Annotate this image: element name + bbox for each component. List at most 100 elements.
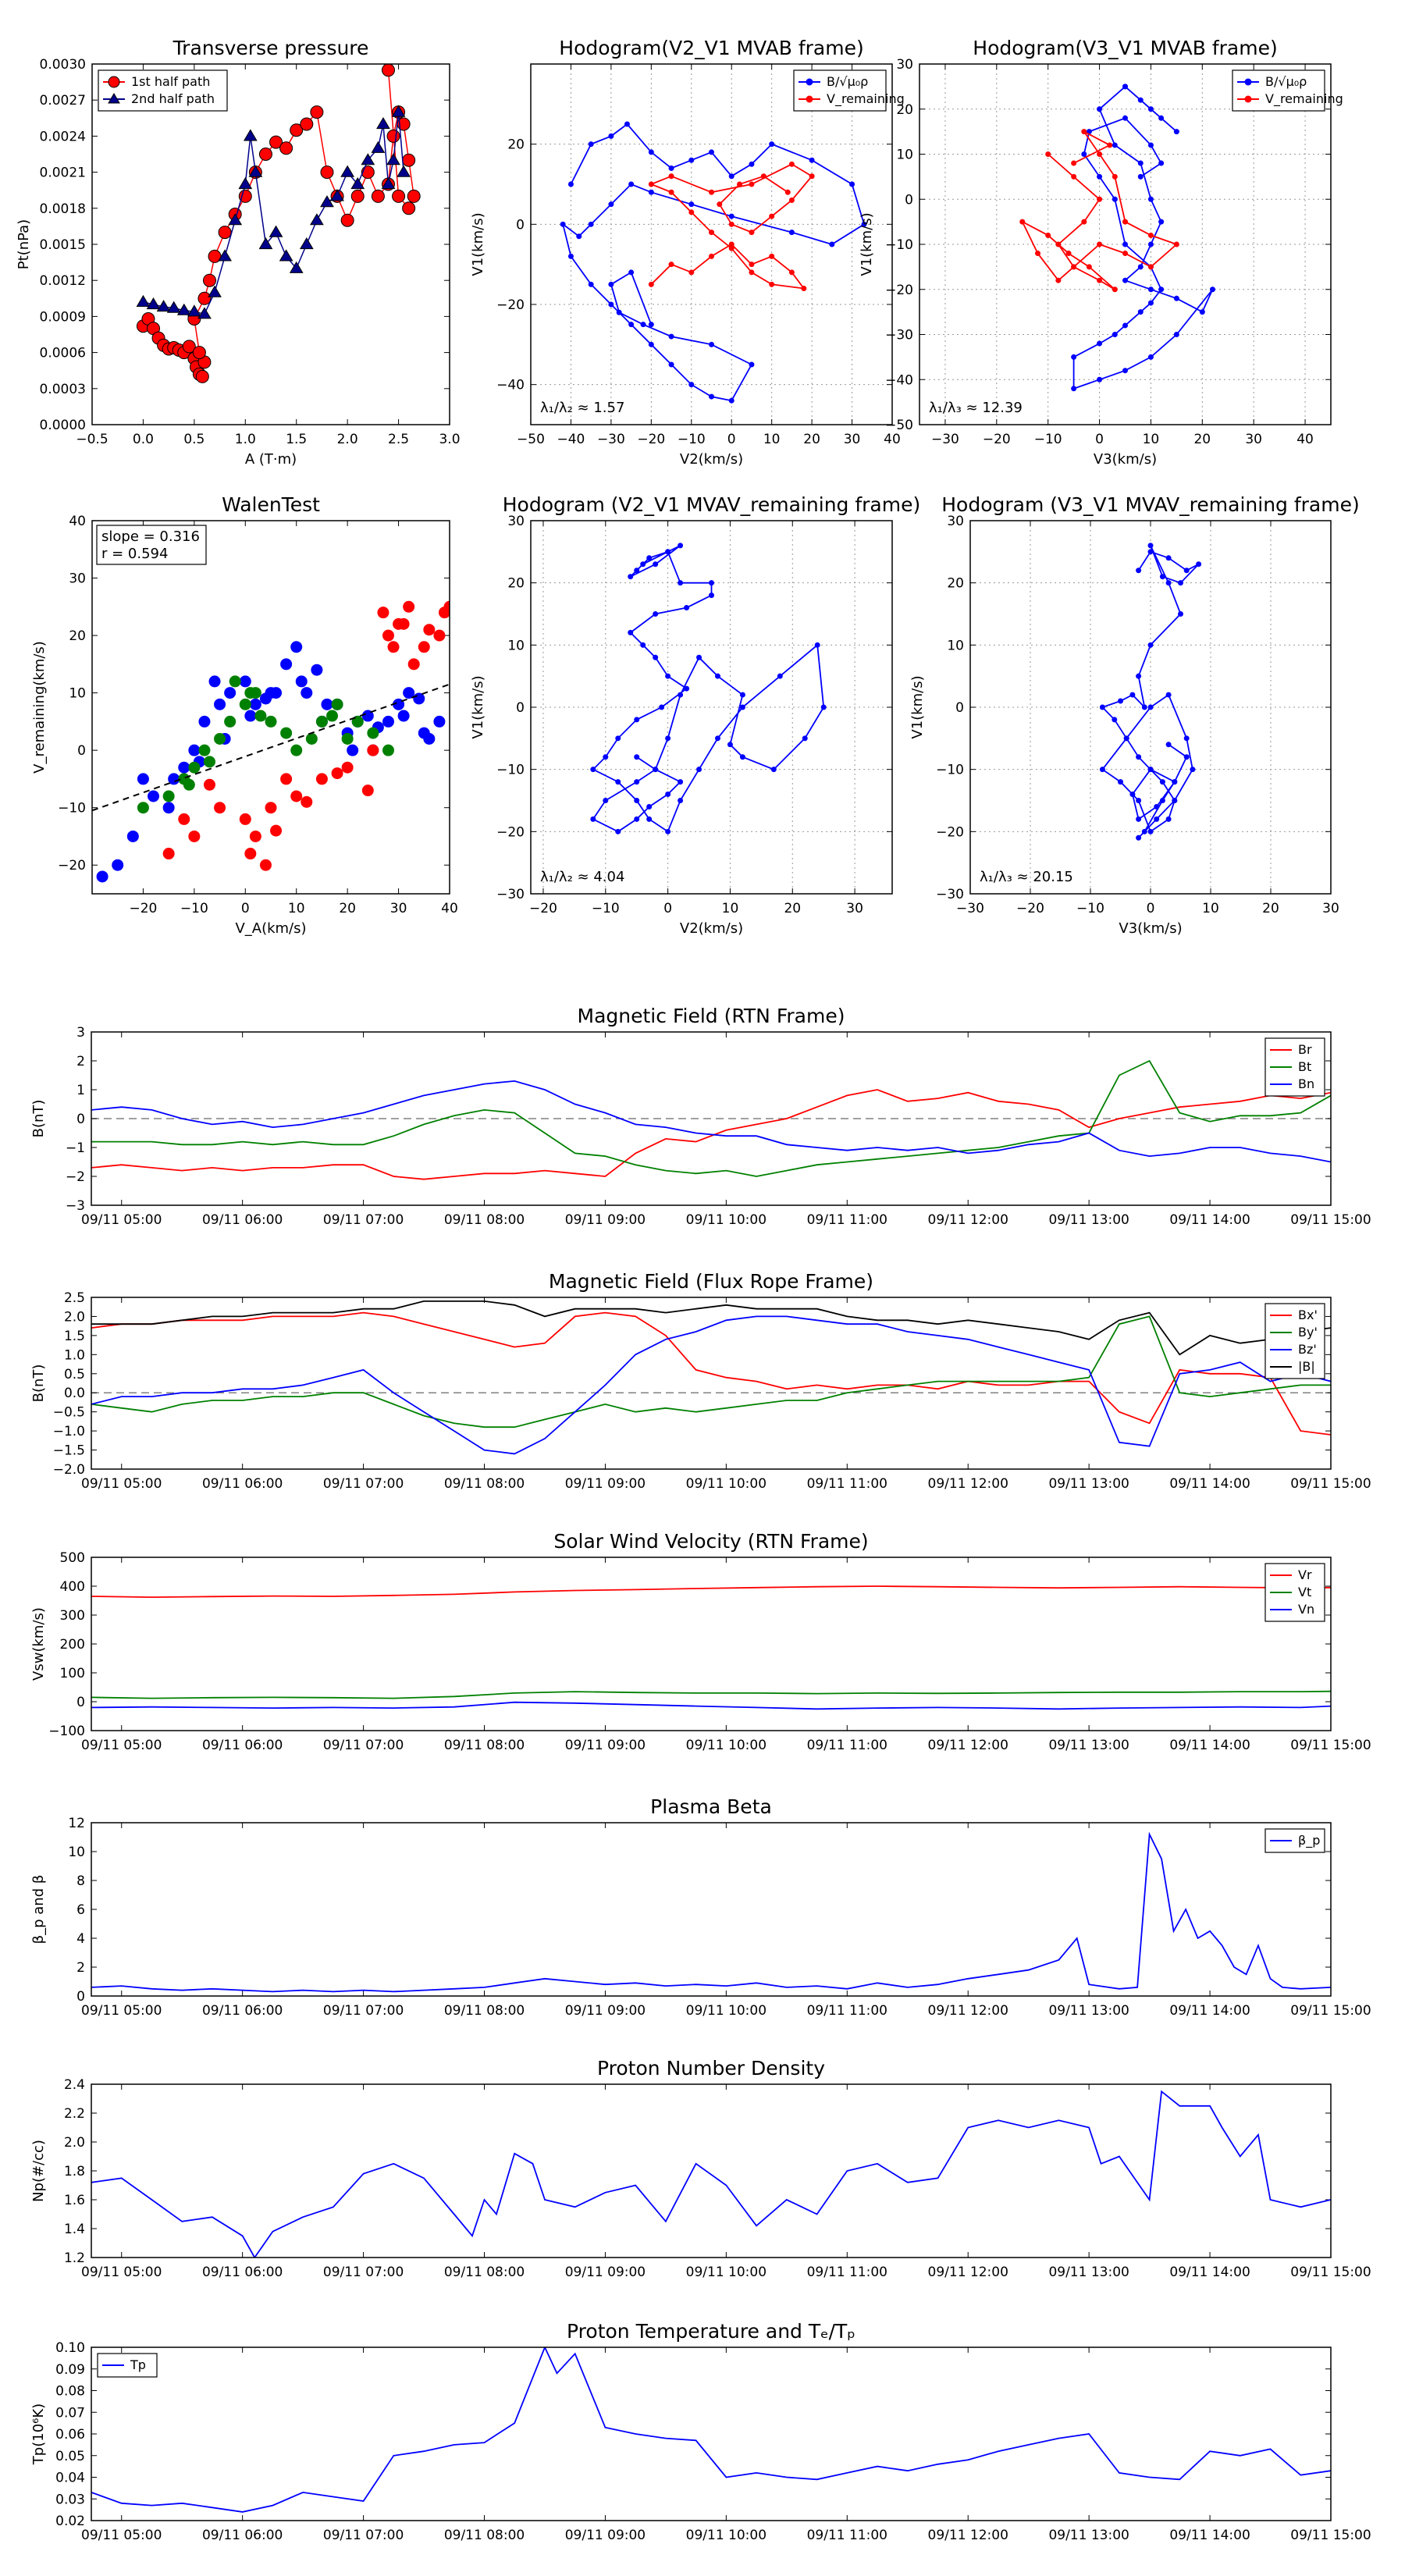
- y-tick-label: 10: [69, 686, 86, 702]
- x-tick-label: 20: [339, 901, 356, 916]
- data-point: [166, 301, 181, 313]
- data-point: [1122, 241, 1128, 247]
- data-point: [1147, 543, 1154, 549]
- data-point: [684, 605, 690, 611]
- y-tick-label: 0.0000: [40, 418, 86, 433]
- data-point: [749, 269, 755, 276]
- data-point: [270, 687, 283, 699]
- data-point: [603, 798, 609, 803]
- plot-frame: [919, 63, 1332, 425]
- data-point: [290, 790, 303, 802]
- x-tick-label: 09/11 05:00: [81, 2528, 162, 2543]
- data-point: [249, 698, 261, 710]
- x-tick-label: 0.0: [133, 432, 154, 447]
- plot-frame: [530, 63, 893, 425]
- y-tick-label: 200: [60, 1637, 85, 1653]
- data-point: [340, 213, 354, 227]
- data-point: [1147, 828, 1154, 834]
- x-tick-label: 09/11 09:00: [565, 2003, 646, 2019]
- y-tick-label: 30: [69, 571, 86, 587]
- data-point: [243, 129, 258, 141]
- chart-title: Hodogram(V2_V1 MVAB frame): [559, 37, 863, 59]
- data-point: [1136, 754, 1142, 760]
- data-point: [331, 698, 343, 710]
- series-line-Vt: [91, 1690, 1331, 1699]
- data-point: [688, 201, 695, 208]
- y-tick-label: 100: [60, 1666, 85, 1681]
- y-tick-label: 2: [76, 1054, 85, 1069]
- data-point: [1081, 151, 1087, 157]
- data-point: [653, 767, 659, 773]
- x-tick-label: 09/11 05:00: [81, 2265, 162, 2280]
- data-point: [397, 617, 410, 630]
- y-tick-label: 0.0024: [40, 129, 86, 144]
- data-point: [1097, 196, 1103, 202]
- data-point: [238, 189, 252, 203]
- y-axis-label: Np(#/cc): [30, 2140, 47, 2202]
- data-point: [300, 117, 314, 131]
- data-point: [326, 710, 339, 722]
- data-point: [367, 727, 379, 739]
- x-tick-label: −20: [1016, 901, 1044, 916]
- data-point: [433, 629, 446, 642]
- data-point: [648, 189, 654, 195]
- legend-label: 2nd half path: [131, 91, 215, 106]
- y-tick-label: 0.0012: [40, 273, 86, 289]
- legend-box: [1264, 1563, 1325, 1622]
- x-tick-label: −20: [129, 901, 157, 916]
- data-point: [258, 237, 273, 250]
- data-point: [769, 281, 775, 287]
- data-point: [387, 641, 400, 653]
- plot-frame: [530, 520, 893, 895]
- data-point: [192, 346, 206, 360]
- stats-box: [96, 525, 207, 565]
- x-tick-label: 40: [1297, 432, 1314, 447]
- x-tick-label: 0: [727, 432, 736, 447]
- data-point: [648, 281, 654, 287]
- y-tick-label: 0.0003: [40, 382, 86, 397]
- x-tick-label: 09/11 05:00: [81, 1738, 162, 1753]
- data-point: [1158, 219, 1165, 225]
- data-point: [709, 149, 714, 155]
- data-point: [371, 141, 386, 153]
- data-point: [188, 744, 201, 756]
- data-point: [305, 732, 318, 745]
- x-tick-label: −40: [557, 432, 585, 447]
- data-point: [1045, 232, 1051, 238]
- chart-walen: −20 −10 0 10 20 30 40 −20 −10 0 10 20 30 40 WalenTest V…: [31, 493, 458, 937]
- legend-marker: [108, 93, 120, 104]
- legend-label: By': [1298, 1325, 1318, 1340]
- y-tick-label: 0.10: [55, 2340, 85, 2356]
- data-point: [714, 673, 720, 679]
- x-tick-label: −30: [597, 432, 625, 447]
- data-point: [311, 664, 323, 676]
- data-point: [1136, 798, 1142, 803]
- x-tick-label: 09/11 15:00: [1290, 2528, 1371, 2543]
- data-point: [1137, 309, 1144, 315]
- correlation-text: r = 0.594: [101, 546, 168, 562]
- x-tick-label: 09/11 11:00: [807, 1738, 887, 1753]
- data-point: [1112, 286, 1118, 293]
- data-point: [182, 340, 196, 354]
- data-point: [279, 249, 293, 262]
- plot-frame: [91, 1557, 1332, 1731]
- data-point: [668, 189, 674, 195]
- data-point: [648, 149, 654, 155]
- data-point: [628, 181, 635, 187]
- data-point: [849, 181, 855, 187]
- data-point: [739, 692, 745, 698]
- data-point: [320, 195, 334, 208]
- data-point: [1165, 816, 1172, 822]
- data-point: [608, 281, 614, 287]
- data-point: [1055, 241, 1062, 247]
- data-point: [788, 229, 795, 236]
- chart-title: Hodogram(V3_V1 MVAB frame): [973, 37, 1277, 59]
- y-tick-label: 0.0: [64, 1386, 85, 1401]
- series-line-β_p: [91, 1831, 1331, 1993]
- y-tick-label: 0.0027: [40, 93, 86, 109]
- data-point: [1183, 568, 1190, 574]
- data-point: [616, 309, 622, 315]
- data-point: [1045, 151, 1051, 157]
- y-tick-label: 0: [516, 700, 525, 716]
